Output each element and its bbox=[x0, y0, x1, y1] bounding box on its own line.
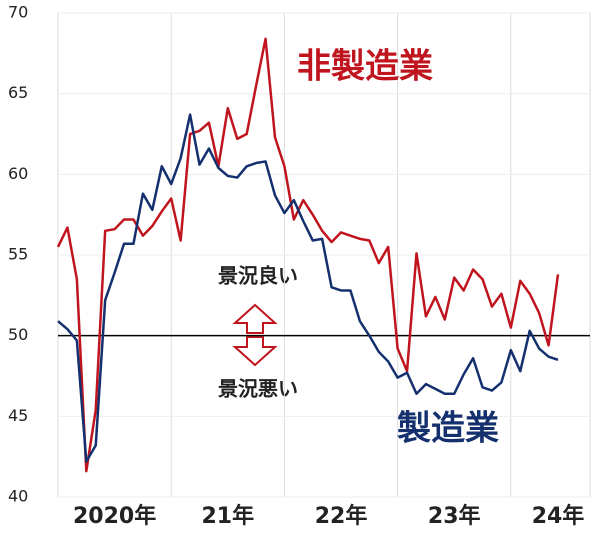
series-label: 製造業 bbox=[397, 409, 499, 449]
y-tick-label: 55 bbox=[8, 245, 28, 264]
arrow bbox=[232, 303, 278, 367]
x-tick-label: 24年 bbox=[532, 503, 585, 529]
y-tick-label: 40 bbox=[8, 487, 28, 506]
series-label: 非製造業 bbox=[297, 47, 433, 87]
annotation: 景況良い bbox=[218, 264, 298, 288]
y-tick-label: 50 bbox=[8, 325, 28, 344]
series-line bbox=[57, 113, 559, 463]
series-line bbox=[56, 37, 560, 473]
x-tick-label: 22年 bbox=[315, 503, 368, 529]
x-tick-label: 21年 bbox=[201, 503, 254, 529]
annotation: 景況悪い bbox=[218, 377, 298, 401]
y-tick-label: 65 bbox=[8, 83, 28, 102]
x-tick-label: 2020年 bbox=[73, 503, 156, 529]
x-tick-label: 23年 bbox=[428, 503, 481, 529]
y-tick-label: 60 bbox=[8, 164, 28, 183]
y-tick-label: 70 bbox=[8, 3, 28, 22]
y-tick-label: 45 bbox=[8, 406, 28, 425]
